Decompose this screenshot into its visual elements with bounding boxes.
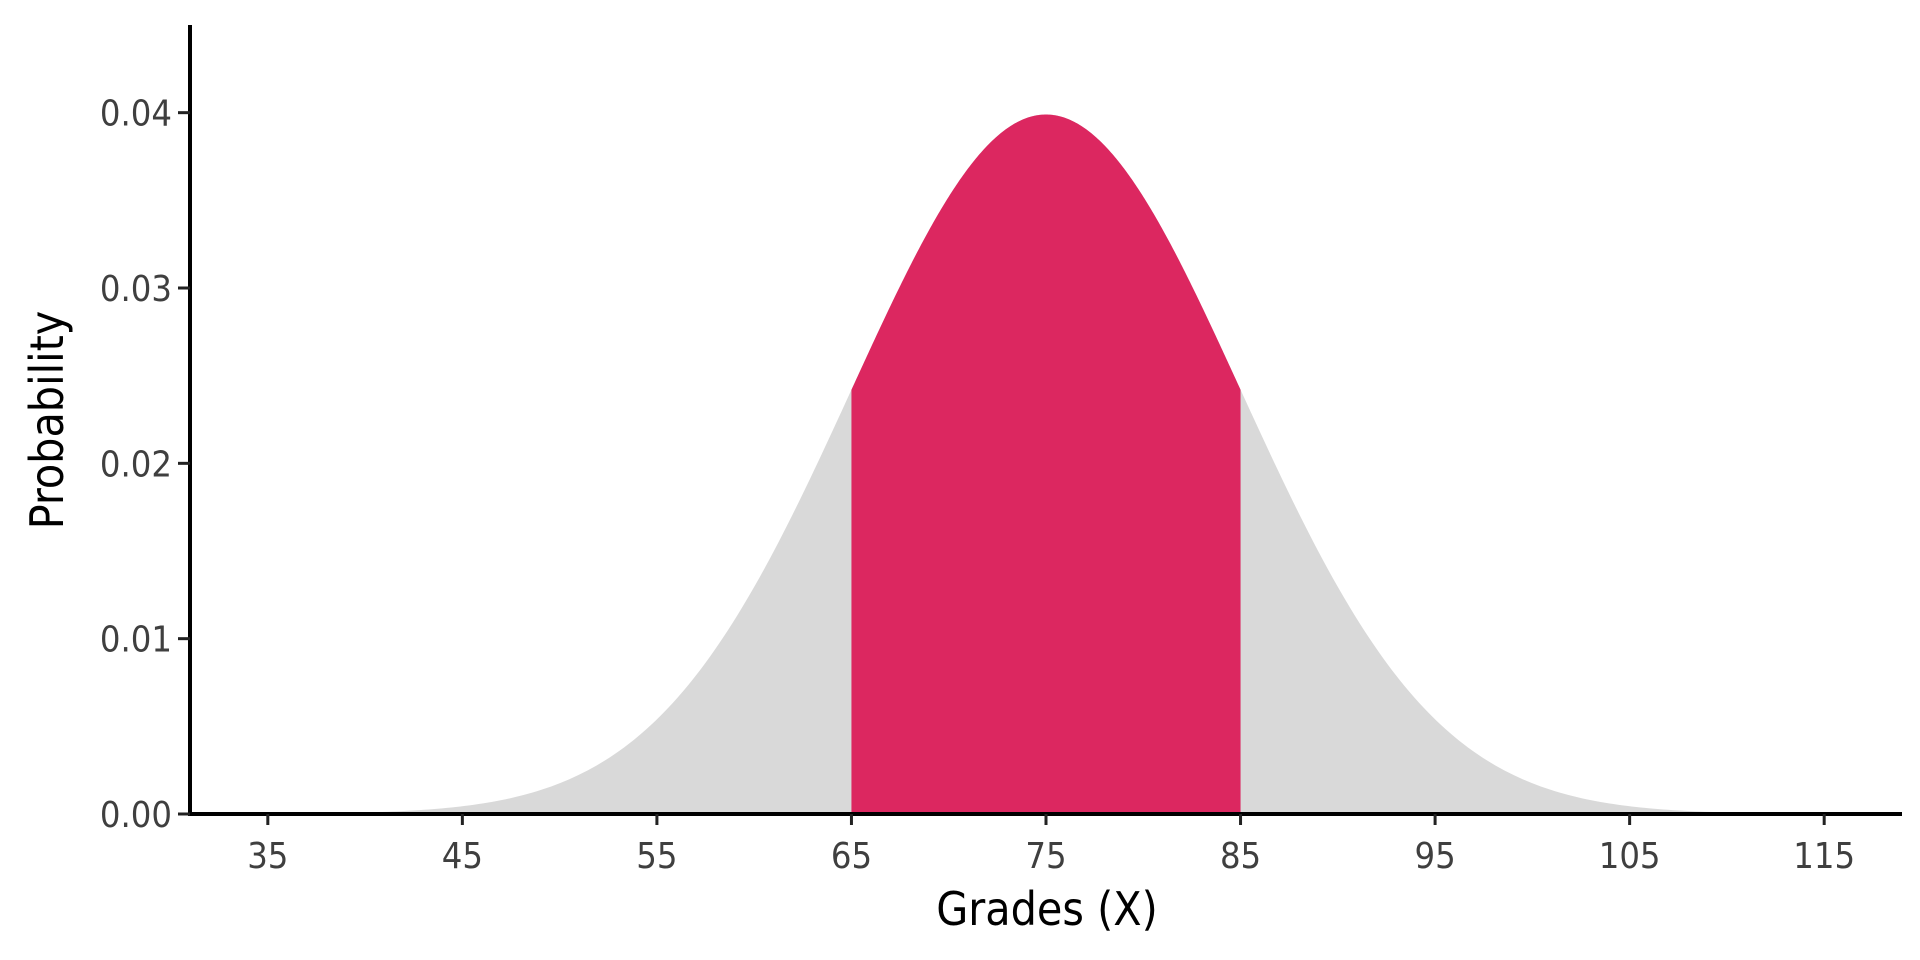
x-tick-label: 95 — [1414, 836, 1455, 877]
plot-areas — [365, 114, 1727, 814]
x-tick-label: 115 — [1793, 836, 1855, 877]
x-tick-label: 65 — [831, 836, 872, 877]
x-tick-label: 35 — [247, 836, 288, 877]
y-axis-title: Probability — [20, 311, 74, 530]
y-axis-ticks: 0.00 0.01 0.02 0.03 0.04 — [100, 94, 190, 836]
x-tick-label: 45 — [442, 836, 483, 877]
y-tick-label: 0.00 — [100, 795, 172, 836]
x-axis-title: Grades (X) — [936, 882, 1158, 936]
density-area-highlight — [851, 114, 1241, 814]
x-tick-label: 105 — [1599, 836, 1661, 877]
x-axis-ticks: 35 45 55 65 75 85 95 105 115 — [247, 814, 1855, 877]
x-tick-label: 85 — [1220, 836, 1261, 877]
y-tick-label: 0.01 — [100, 620, 172, 661]
x-tick-label: 55 — [636, 836, 677, 877]
y-tick-label: 0.03 — [100, 269, 172, 310]
y-tick-label: 0.02 — [100, 444, 172, 485]
y-tick-label: 0.04 — [100, 94, 172, 135]
x-tick-label: 75 — [1025, 836, 1066, 877]
